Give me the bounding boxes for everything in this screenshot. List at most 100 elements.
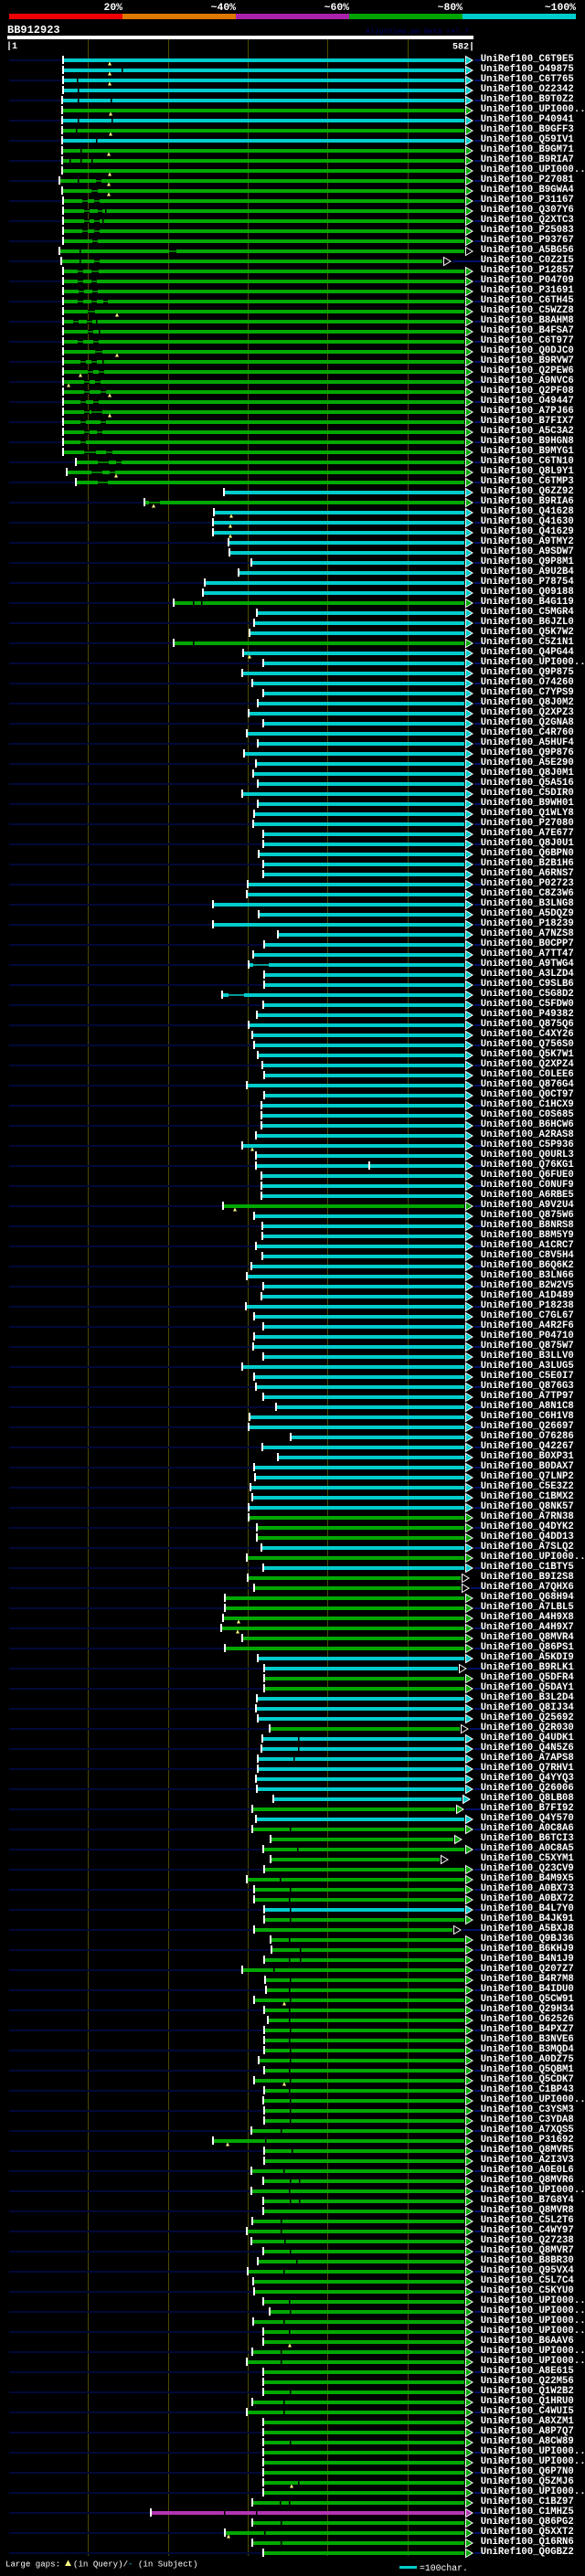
- svg-text:UniRef100_B4IDU0: UniRef100_B4IDU0: [481, 1984, 574, 1995]
- svg-text:UniRef100_B3LN66: UniRef100_B3LN66: [481, 1270, 574, 1281]
- svg-text:UniRef100_A5BG56: UniRef100_A5BG56: [481, 245, 574, 256]
- svg-text:UniRef100_B3NVE6: UniRef100_B3NVE6: [481, 2034, 574, 2045]
- svg-text:UniRef100_B9RLK1: UniRef100_B9RLK1: [481, 1662, 574, 1673]
- svg-text:UniRef100_UPI000..: UniRef100_UPI000..: [481, 104, 585, 115]
- svg-text:UniRef100_B9I2S8: UniRef100_B9I2S8: [481, 1572, 574, 1583]
- svg-text:UniRef100_Q1HRU0: UniRef100_Q1HRU0: [481, 2396, 574, 2407]
- svg-text:UniRef100_C5DIR0: UniRef100_C5DIR0: [481, 788, 574, 799]
- svg-text:UniRef100_Q5DFR4: UniRef100_Q5DFR4: [481, 1672, 575, 1683]
- svg-text:UniRef100_A5E290: UniRef100_A5E290: [481, 758, 574, 769]
- svg-text:UniRef100_A9NVC6: UniRef100_A9NVC6: [481, 376, 574, 387]
- svg-text:UniRef100_C4WY97: UniRef100_C4WY97: [481, 2225, 574, 2236]
- svg-text:UniRef100_A1D489: UniRef100_A1D489: [481, 1290, 574, 1301]
- svg-text:UniRef100_Q41630: UniRef100_Q41630: [481, 516, 574, 527]
- svg-text:UniRef100_C1BZ97: UniRef100_C1BZ97: [481, 2496, 574, 2507]
- svg-text:UniRef100_Q5CDK7: UniRef100_Q5CDK7: [481, 2074, 574, 2085]
- svg-text:UniRef100_C1HCX9: UniRef100_C1HCX9: [481, 1099, 574, 1110]
- svg-text:UniRef100_A0DZ75: UniRef100_A0DZ75: [481, 2054, 574, 2065]
- svg-text:UniRef100_B7FIX7: UniRef100_B7FIX7: [481, 416, 574, 427]
- svg-text:UniRef100_Q2XPZ4: UniRef100_Q2XPZ4: [481, 1059, 575, 1070]
- svg-text:UniRef100_B8NRS8: UniRef100_B8NRS8: [481, 1220, 574, 1231]
- svg-text:UniRef100_A8E615: UniRef100_A8E615: [481, 2366, 574, 2377]
- svg-text:UniRef100_Q6ZZ92: UniRef100_Q6ZZ92: [481, 486, 574, 497]
- svg-text:UniRef100_A0C8A6: UniRef100_A0C8A6: [481, 1823, 574, 1834]
- svg-text:UniRef100_Q5XXT2: UniRef100_Q5XXT2: [481, 2527, 574, 2538]
- svg-text:UniRef100_C5E0I7: UniRef100_C5E0I7: [481, 1371, 574, 1382]
- svg-text:UniRef100_Q7LNP2: UniRef100_Q7LNP2: [481, 1471, 574, 1482]
- svg-text:UniRef100_C8Z3W6: UniRef100_C8Z3W6: [481, 888, 574, 899]
- svg-text:UniRef100_Q8MVR5: UniRef100_Q8MVR5: [481, 2145, 574, 2156]
- svg-text:UniRef100_A8P7Q7: UniRef100_A8P7Q7: [481, 2426, 574, 2437]
- svg-text:UniRef100_B2W2V5: UniRef100_B2W2V5: [481, 1280, 574, 1291]
- svg-text:UniRef100_Q876G3: UniRef100_Q876G3: [481, 1381, 574, 1392]
- svg-text:UniRef100_C4XY26: UniRef100_C4XY26: [481, 1029, 574, 1040]
- svg-text:UniRef100_UPI000..: UniRef100_UPI000..: [481, 2356, 585, 2367]
- svg-text:UniRef100_UPI000..: UniRef100_UPI000..: [481, 1552, 585, 1563]
- svg-text:UniRef100_A5BXJ8: UniRef100_A5BXJ8: [481, 1924, 574, 1935]
- svg-text:BB912923: BB912923: [7, 24, 60, 37]
- svg-text:UniRef100_A7NZS8: UniRef100_A7NZS8: [481, 928, 574, 939]
- svg-text:UniRef100_Q5A516: UniRef100_Q5A516: [481, 778, 574, 789]
- svg-text:UniRef100_C5L2T6: UniRef100_C5L2T6: [481, 2215, 574, 2226]
- svg-text:UniRef100_Q756S0: UniRef100_Q756S0: [481, 1039, 574, 1050]
- svg-text:UniRef100_Q207Z7: UniRef100_Q207Z7: [481, 1964, 574, 1975]
- svg-text:UniRef100_B9GM71: UniRef100_B9GM71: [481, 144, 574, 155]
- svg-text:UniRef100_B6AAV6: UniRef100_B6AAV6: [481, 2336, 574, 2347]
- svg-text:UniRef100_A7LBL5: UniRef100_A7LBL5: [481, 1602, 574, 1613]
- svg-text:UniRef100_C5E3Z2: UniRef100_C5E3Z2: [481, 1481, 574, 1492]
- svg-text:UniRef100_Q9BJ36: UniRef100_Q9BJ36: [481, 1934, 574, 1945]
- svg-text:UniRef100_A0BX73: UniRef100_A0BX73: [481, 1883, 574, 1894]
- svg-text:UniRef100_Q2XPZ3: UniRef100_Q2XPZ3: [481, 707, 574, 718]
- svg-text:UniRef100_C7YPS9: UniRef100_C7YPS9: [481, 687, 574, 698]
- svg-text:UniRef100_A9U2B4: UniRef100_A9U2B4: [481, 567, 575, 578]
- svg-text:UniRef100_O74260: UniRef100_O74260: [481, 677, 574, 688]
- svg-text:UniRef100_P12857: UniRef100_P12857: [481, 265, 574, 276]
- svg-text:UniRef100_Q8L9Y1: UniRef100_Q8L9Y1: [481, 466, 574, 477]
- svg-text:UniRef100_UPI000..: UniRef100_UPI000..: [481, 2185, 585, 2196]
- svg-text:UniRef100_Q2PF08: UniRef100_Q2PF08: [481, 386, 574, 397]
- svg-text:UniRef100_B0XP31: UniRef100_B0XP31: [481, 1451, 574, 1462]
- svg-text:UniRef100_C5FDW0: UniRef100_C5FDW0: [481, 999, 574, 1010]
- svg-text:UniRef100_P93767: UniRef100_P93767: [481, 235, 574, 246]
- svg-text:Large gaps:: Large gaps:: [5, 2560, 60, 2570]
- svg-text:UniRef100_Q4DYK2: UniRef100_Q4DYK2: [481, 1521, 574, 1532]
- svg-text:UniRef100_Q86PS1: UniRef100_Q86PS1: [481, 1642, 574, 1653]
- svg-text:UniRef100_Q4YYQ3: UniRef100_Q4YYQ3: [481, 1773, 574, 1784]
- svg-text:UniRef100_A5C3A2: UniRef100_A5C3A2: [481, 426, 574, 437]
- svg-text:UniRef100_C9SLB6: UniRef100_C9SLB6: [481, 979, 574, 990]
- svg-text:UniRef100_Q41629: UniRef100_Q41629: [481, 526, 574, 537]
- svg-text:UniRef100_C6TN10: UniRef100_C6TN10: [481, 456, 574, 467]
- svg-text:UniRef100_Q26006: UniRef100_Q26006: [481, 1783, 574, 1794]
- svg-text:UniRef100_A5HUF4: UniRef100_A5HUF4: [481, 737, 575, 748]
- svg-text:UniRef100_A9V2U4: UniRef100_A9V2U4: [481, 1200, 575, 1211]
- svg-text:UniRef100_O62526: UniRef100_O62526: [481, 2014, 574, 2025]
- svg-text:UniRef100_P02723: UniRef100_P02723: [481, 878, 574, 889]
- svg-text:UniRef100_Q6P7N0: UniRef100_Q6P7N0: [481, 2466, 574, 2477]
- svg-text:UniRef100_A3LZD4: UniRef100_A3LZD4: [481, 969, 575, 980]
- svg-text:UniRef100_A8XZM1: UniRef100_A8XZM1: [481, 2416, 574, 2427]
- svg-text:UniRef100_C5MGR4: UniRef100_C5MGR4: [481, 607, 575, 618]
- svg-text:UniRef100_Q8MVR4: UniRef100_Q8MVR4: [481, 1632, 575, 1643]
- svg-text:UniRef100_A9TWG4: UniRef100_A9TWG4: [481, 959, 575, 970]
- svg-text:UniRef100_B9HGN8: UniRef100_B9HGN8: [481, 436, 574, 447]
- svg-text:UniRef100_A4H9X8: UniRef100_A4H9X8: [481, 1612, 574, 1623]
- svg-text:UniRef100_UPI000..: UniRef100_UPI000..: [481, 2486, 585, 2497]
- svg-text:UniRef100_Q8MVR7: UniRef100_Q8MVR7: [481, 2245, 574, 2256]
- svg-text:UniRef100_P31692: UniRef100_P31692: [481, 2135, 574, 2146]
- svg-text:UniRef100_B9RIA7: UniRef100_B9RIA7: [481, 154, 574, 165]
- svg-text:UniRef100_B6TCI3: UniRef100_B6TCI3: [481, 1833, 574, 1844]
- svg-text:UniRef100_A0E0L6: UniRef100_A0E0L6: [481, 2165, 574, 2176]
- svg-text:UniRef100_Q1WLY8: UniRef100_Q1WLY8: [481, 808, 574, 819]
- svg-text:20%: 20%: [103, 3, 122, 14]
- svg-text:UniRef100_Q4PG44: UniRef100_Q4PG44: [481, 647, 575, 658]
- svg-text:UniRef100_Q9P8M1: UniRef100_Q9P8M1: [481, 557, 574, 567]
- svg-text:UniRef100_A2RAS8: UniRef100_A2RAS8: [481, 1129, 574, 1140]
- svg-text:UniRef100_UPI000..: UniRef100_UPI000..: [481, 2446, 585, 2457]
- svg-text:UniRef100_O76286: UniRef100_O76286: [481, 1431, 574, 1442]
- svg-text:UniRef100_B7G8Y4: UniRef100_B7G8Y4: [481, 2195, 575, 2206]
- svg-text:UniRef100_Q2PEW6: UniRef100_Q2PEW6: [481, 366, 574, 376]
- svg-text:UniRef100_C5KYU0: UniRef100_C5KYU0: [481, 2285, 574, 2296]
- svg-text:|1: |1: [6, 41, 17, 52]
- svg-text:UniRef100_Q27238: UniRef100_Q27238: [481, 2235, 574, 2246]
- svg-text:UniRef100_Q9P876: UniRef100_Q9P876: [481, 747, 574, 758]
